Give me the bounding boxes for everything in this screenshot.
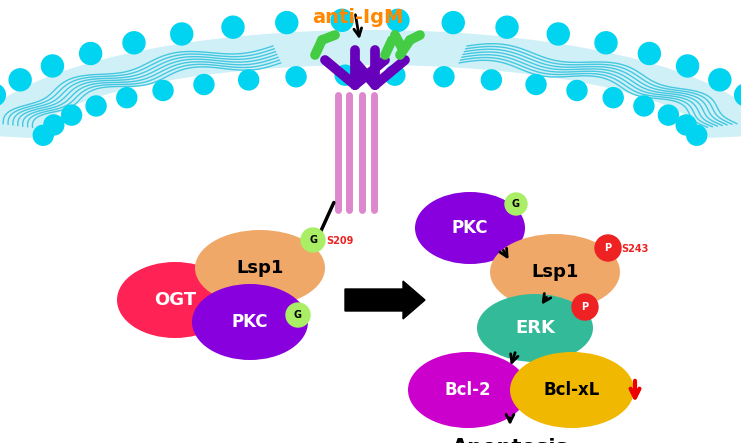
Circle shape [442, 12, 465, 34]
Circle shape [239, 70, 259, 90]
Circle shape [79, 43, 102, 65]
Circle shape [572, 294, 598, 320]
FancyArrow shape [345, 281, 425, 319]
Text: Bcl-2: Bcl-2 [445, 381, 491, 399]
Circle shape [385, 65, 405, 85]
Ellipse shape [195, 230, 325, 306]
Circle shape [0, 84, 5, 106]
Text: anti-IgM: anti-IgM [312, 8, 404, 27]
Text: Lsp1: Lsp1 [531, 263, 579, 281]
Circle shape [505, 193, 527, 215]
Circle shape [9, 69, 31, 91]
Ellipse shape [408, 352, 528, 428]
Circle shape [687, 125, 707, 145]
Circle shape [659, 105, 679, 125]
Ellipse shape [117, 262, 233, 338]
Text: P: P [605, 243, 611, 253]
Ellipse shape [415, 192, 525, 264]
Text: Bcl-xL: Bcl-xL [544, 381, 600, 399]
Circle shape [286, 303, 310, 327]
Circle shape [567, 81, 587, 101]
Circle shape [482, 70, 502, 90]
Text: ERK: ERK [515, 319, 555, 337]
Text: S243: S243 [621, 244, 648, 254]
Circle shape [301, 228, 325, 252]
Circle shape [595, 32, 617, 54]
Circle shape [170, 23, 193, 45]
Text: G: G [294, 310, 302, 320]
Circle shape [153, 81, 173, 101]
Ellipse shape [477, 294, 593, 362]
Circle shape [434, 67, 454, 87]
Circle shape [41, 55, 64, 77]
Circle shape [335, 65, 355, 85]
Circle shape [86, 96, 106, 116]
Text: OGT: OGT [154, 291, 196, 309]
Text: Lsp1: Lsp1 [236, 259, 284, 277]
Text: G: G [309, 235, 317, 245]
Text: Apoptosis: Apoptosis [451, 438, 568, 443]
Circle shape [387, 9, 409, 31]
Circle shape [276, 12, 298, 34]
Circle shape [62, 105, 82, 125]
Circle shape [595, 235, 621, 261]
Text: P: P [582, 302, 588, 312]
Text: G: G [512, 199, 520, 209]
Ellipse shape [510, 352, 634, 428]
Circle shape [286, 67, 306, 87]
Circle shape [709, 69, 731, 91]
Polygon shape [0, 30, 741, 138]
Circle shape [496, 16, 518, 38]
Circle shape [33, 125, 53, 145]
Circle shape [548, 23, 569, 45]
Text: PKC: PKC [452, 219, 488, 237]
Circle shape [194, 74, 214, 94]
Text: S209: S209 [326, 236, 353, 246]
Circle shape [677, 115, 697, 135]
Circle shape [677, 55, 699, 77]
Circle shape [526, 74, 546, 94]
Circle shape [123, 32, 145, 54]
Ellipse shape [192, 284, 308, 360]
Circle shape [44, 115, 64, 135]
Circle shape [603, 88, 623, 108]
Circle shape [331, 9, 353, 31]
Text: PKC: PKC [232, 313, 268, 331]
Circle shape [634, 96, 654, 116]
Ellipse shape [490, 234, 620, 310]
Circle shape [734, 84, 741, 106]
Circle shape [638, 43, 660, 65]
Circle shape [222, 16, 244, 38]
Circle shape [117, 88, 137, 108]
